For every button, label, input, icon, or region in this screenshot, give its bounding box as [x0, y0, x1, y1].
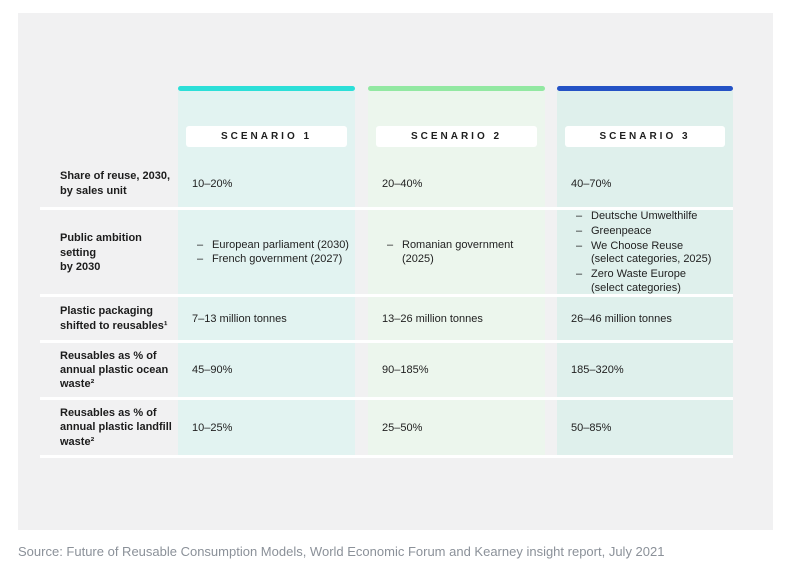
scenario-table: Share of reuse, 2030, by sales unit 10–2…	[40, 160, 733, 458]
cell-value: – European parliament (2030) – French go…	[178, 239, 355, 268]
scenario-2-header: SCENARIO 2	[376, 126, 537, 147]
source-attribution: Source: Future of Reusable Consumption M…	[18, 544, 665, 559]
scenario-table-card: SCENARIO 1 SCENARIO 2 SCENARIO 3 Share o…	[18, 13, 773, 530]
list-item-text: Deutsche Umwelthilfe	[591, 210, 698, 222]
cell-value: 45–90%	[192, 364, 233, 376]
list-item: – Greenpeace	[571, 225, 733, 239]
list-item: – Zero Waste Europe (select categories)	[571, 268, 733, 296]
scenario-1-header: SCENARIO 1	[186, 126, 347, 147]
cell-value: – Deutsche Umwelthilfe – Greenpeace – We…	[557, 210, 733, 296]
cell-value: 20–40%	[382, 177, 423, 190]
dash-bullet: –	[576, 224, 583, 237]
ambition-list-scenario-2: – Romanian government (2025)	[382, 239, 545, 267]
dash-bullet: –	[576, 239, 583, 252]
ambition-list-scenario-3: – Deutsche Umwelthilfe – Greenpeace – We…	[571, 210, 733, 296]
row-share-of-reuse: Share of reuse, 2030, by sales unit 10–2…	[40, 160, 733, 207]
row-separator	[40, 455, 733, 458]
dash-bullet: –	[576, 210, 583, 222]
row-label: Plastic packaging shifted to reusables¹	[60, 305, 168, 332]
row-label: Public ambition setting by 2030	[60, 232, 142, 273]
list-item-text: Romanian government (2025)	[402, 239, 514, 265]
cell-value: – Romanian government (2025)	[368, 239, 545, 267]
row-public-ambition: Public ambition setting by 2030 – Europe…	[40, 210, 733, 294]
list-item-text: French government (2027)	[212, 253, 343, 266]
list-item-text: European parliament (2030)	[212, 238, 349, 251]
cell-value: 40–70%	[571, 177, 612, 190]
cell-value: 10–25%	[192, 421, 233, 434]
cell-value: 7–13 million tonnes	[192, 312, 287, 325]
list-item-text: Greenpeace	[591, 224, 652, 237]
cell-value: 50–85%	[571, 421, 612, 434]
cell-value: 25–50%	[382, 421, 423, 434]
dash-bullet: –	[387, 239, 394, 251]
row-separator	[40, 340, 733, 343]
row-landfill-waste: Reusables as % of annual plastic landfil…	[40, 400, 733, 455]
list-item: – Deutsche Umwelthilfe	[571, 210, 733, 224]
list-item: – European parliament (2030)	[192, 239, 355, 253]
row-separator	[40, 397, 733, 400]
list-item: – We Choose Reuse (select categories, 20…	[571, 240, 733, 268]
scenario-3-column-bg	[557, 91, 733, 455]
cell-value: 10–20%	[192, 177, 233, 190]
scenario-2-column-bg	[368, 91, 545, 455]
cell-value: 185–320%	[571, 364, 624, 376]
scenario-3-header: SCENARIO 3	[565, 126, 725, 147]
row-label: Reusables as % of annual plastic landfil…	[60, 407, 172, 448]
scenario-1-column-bg	[178, 91, 355, 455]
row-label: Reusables as % of annual plastic ocean w…	[60, 349, 169, 391]
list-item: – French government (2027)	[192, 253, 355, 267]
list-item-text: We Choose Reuse (select categories, 2025…	[591, 239, 712, 266]
dash-bullet: –	[576, 268, 583, 280]
scenario-2-accent-bar	[368, 86, 545, 91]
cell-value: 90–185%	[382, 364, 429, 376]
row-separator	[40, 207, 733, 210]
scenario-3-accent-bar	[557, 86, 733, 91]
cell-value: 26–46 million tonnes	[571, 312, 672, 325]
row-label: Share of reuse, 2030, by sales unit	[60, 170, 171, 197]
row-plastic-packaging: Plastic packaging shifted to reusables¹ …	[40, 297, 733, 340]
dash-bullet: –	[197, 253, 204, 266]
scenario-1-accent-bar	[178, 86, 355, 91]
list-item-text: Zero Waste Europe (select categories)	[591, 268, 686, 294]
cell-value: 13–26 million tonnes	[382, 312, 483, 325]
row-ocean-waste: Reusables as % of annual plastic ocean w…	[40, 343, 733, 397]
ambition-list-scenario-1: – European parliament (2030) – French go…	[192, 239, 355, 268]
list-item: – Romanian government (2025)	[382, 239, 545, 267]
row-separator	[40, 294, 733, 297]
dash-bullet: –	[197, 238, 204, 251]
